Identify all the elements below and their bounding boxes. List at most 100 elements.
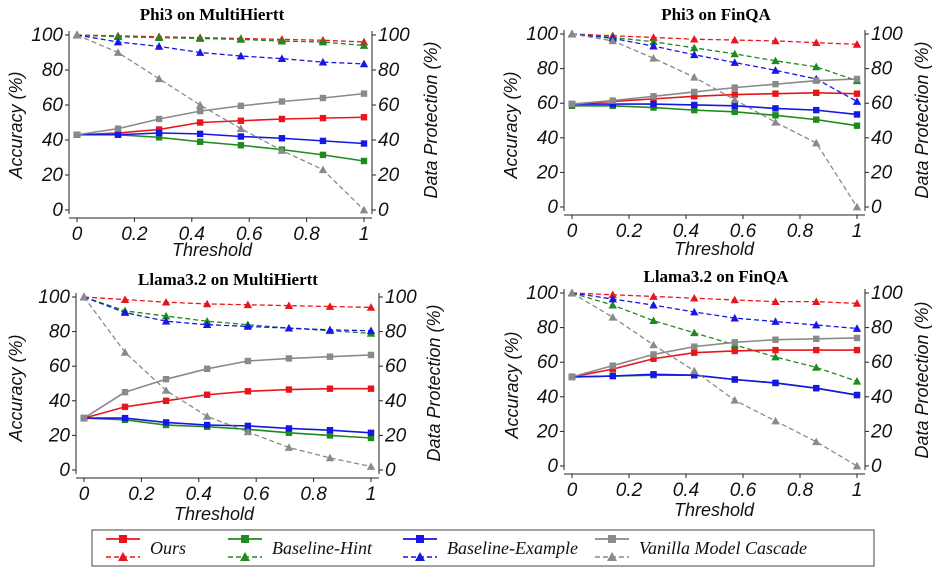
y-tick-label: 0 [547,197,558,218]
legend-item: Ours [106,535,186,561]
point-example-protection [161,317,171,325]
point-cascade-protection [730,396,739,404]
y2-tick-label: 100 [871,283,903,304]
x-tick-label: 0.2 [121,224,148,245]
y-tick-label: 80 [537,318,559,339]
point-ours-accuracy [196,119,204,126]
x-tick-label: 1 [366,484,377,505]
point-ours-protection [161,297,171,306]
point-cascade-accuracy [237,102,245,110]
chart-panel-phi3-finqa: Phi3 on FinQA Accuracy (%) Data Protecti… [501,5,932,259]
y-tick-label: 20 [536,162,559,183]
y-tick-label: 40 [42,130,64,151]
point-example-protection [202,320,212,329]
point-example-protection [730,58,739,66]
point-example-protection [366,326,376,335]
series-line-cascade-accuracy [83,354,372,419]
y2-axis-label: Data Protection (%) [912,301,932,458]
point-example-protection [608,294,617,303]
point-cascade-protection [359,205,369,214]
point-cascade-protection [79,292,89,301]
point-example-protection [730,313,739,322]
point-cascade-protection [771,416,780,425]
point-ours-accuracy [813,89,820,97]
point-example-accuracy [650,100,657,108]
y2-axis-label: Data Protection (%) [912,41,932,198]
y2-tick-label: 60 [378,95,400,116]
point-example-accuracy [813,106,820,114]
point-cascade-accuracy [244,357,252,365]
point-example-protection [649,41,658,50]
point-cascade-accuracy [731,339,738,346]
point-cascade-accuracy [326,353,334,360]
point-cascade-accuracy [285,355,293,362]
point-example-protection [243,322,253,330]
point-ours-accuracy [367,385,375,392]
point-cascade-protection [567,29,577,38]
point-example-protection [359,59,369,68]
point-cascade-protection [608,36,617,45]
series-line-cascade-accuracy [76,92,365,136]
point-hint-accuracy [813,116,820,123]
point-example-accuracy [367,429,375,437]
series-line-cascade-accuracy [571,337,858,378]
legend-marker-square [241,535,249,543]
y2-tick-label: 80 [385,322,407,343]
point-hint-protection [852,377,862,385]
point-ours-accuracy [162,397,170,404]
point-cascade-protection [243,427,253,436]
point-cascade-protection [202,412,212,420]
legend-marker-triangle [415,552,425,561]
point-cascade-accuracy [772,336,779,343]
point-example-accuracy [155,129,163,137]
point-example-accuracy [278,135,286,142]
series-line-ours-accuracy [83,387,371,419]
point-hint-accuracy [853,122,861,129]
x-axis-label: Threshold [174,504,255,524]
point-cascade-accuracy [772,80,779,88]
point-cascade-accuracy [853,75,861,83]
point-cascade-accuracy [203,365,211,372]
point-ours-accuracy [813,346,820,354]
x-axis-label: Threshold [172,240,253,260]
point-hint-protection [195,34,205,42]
y-tick-label: 80 [537,59,559,80]
point-ours-accuracy [691,349,698,356]
point-hint-accuracy [285,429,293,437]
y-tick-label: 100 [526,24,558,45]
point-example-accuracy [772,105,779,112]
point-example-protection [154,42,164,50]
series-line-example-accuracy [84,417,372,434]
point-example-accuracy [121,414,129,422]
x-tick-label: 0.4 [179,224,205,245]
y-tick-label: 0 [547,456,558,477]
point-example-protection [195,48,205,56]
point-ours-accuracy [853,90,861,97]
y2-tick-label: 60 [871,352,893,373]
series-line-hint-accuracy [572,104,858,127]
y-axis-label: Accuracy (%) [501,71,521,179]
point-hint-protection [649,37,658,46]
series-line-hint-protection [83,296,372,334]
point-cascade-accuracy [278,98,286,105]
point-ours-protection [202,299,212,308]
point-hint-protection [812,363,821,371]
plot-area: 0 20 40 60 80 100 0 20 40 60 80 100 0 0.2 0.4 0.6 0.8 1 [38,287,417,505]
legend-marker-square [119,535,127,543]
x-tick-label: 0.4 [186,484,212,505]
y-axis-label: Accuracy (%) [502,331,522,439]
point-example-accuracy [285,425,293,432]
y2-tick-label: 20 [870,162,893,183]
y-tick-label: 40 [49,391,71,412]
point-ours-accuracy [650,355,657,362]
y2-tick-label: 100 [378,25,410,46]
chart-title: Phi3 on MultiHiertt [140,5,285,24]
point-hint-protection [161,311,171,320]
x-tick-label: 0.8 [300,484,327,505]
y-tick-label: 20 [536,421,559,442]
y2-tick-label: 0 [378,200,389,221]
y2-tick-label: 20 [377,165,400,186]
point-ours-protection [120,295,130,303]
point-example-protection [284,323,294,332]
